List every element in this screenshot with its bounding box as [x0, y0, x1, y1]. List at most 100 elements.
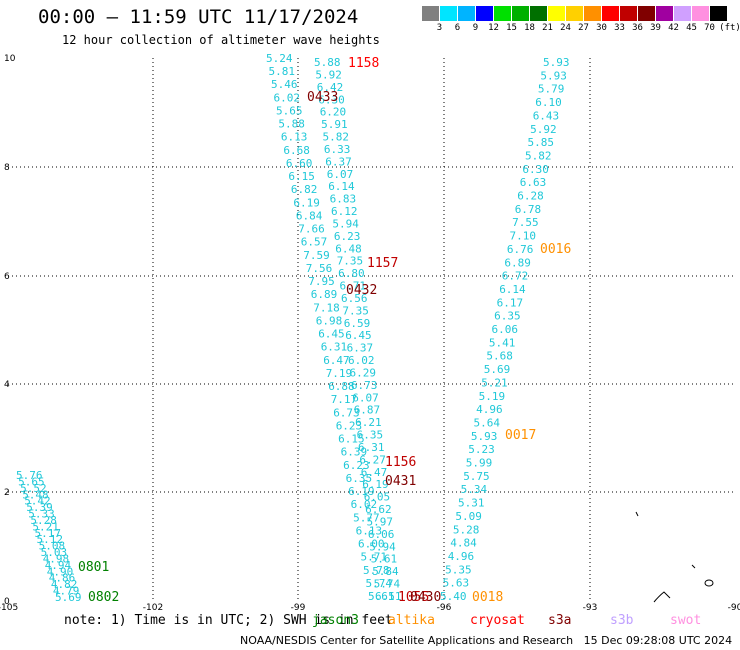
footer-credit: NOAA/NESDIS Center for Satellite Applica… [240, 634, 733, 647]
footer-notes: note: 1) Time is in UTC; 2) SWH is in fe… [64, 613, 393, 628]
track-a-value: 6.13 [281, 131, 308, 144]
track-a-value: 6.19 [293, 196, 320, 209]
track-d-value: 5.28 [30, 514, 57, 527]
track-d-value: 4.82 [51, 578, 78, 591]
track-c-value: 6.30 [522, 163, 549, 176]
track-d-value: 5.33 [28, 508, 55, 521]
track-a-value: 6.19 [348, 485, 375, 498]
track-b-value: 6.27 [359, 453, 386, 466]
colorbar-swatch [440, 6, 457, 21]
track-c-value: 6.43 [533, 109, 560, 122]
track-c-value: 6.14 [499, 283, 526, 296]
track-a-value: 5.78 [363, 564, 390, 577]
track-c-value: 5.64 [474, 417, 501, 430]
pass-time-1055: 1055 [398, 590, 429, 605]
track-b-value: 6.33 [324, 143, 351, 156]
x-tick-label: -96 [437, 603, 452, 613]
colorbar-tick: 45 [686, 23, 697, 33]
track-b-value: 6.73 [351, 379, 378, 392]
track-c-value: 6.78 [515, 203, 542, 216]
track-a-value: 5.61 [368, 590, 395, 603]
track-b-value: 6.71 [340, 280, 367, 293]
colorbar-tick: 3 [436, 23, 443, 33]
colorbar-tick: 33 [614, 23, 625, 33]
coastline-island [704, 579, 714, 587]
track-b-value: 6.02 [348, 354, 375, 367]
track-c-value: 5.92 [530, 123, 557, 136]
colorbar-tick: 15 [506, 23, 517, 33]
track-c-value: 5.82 [525, 149, 552, 162]
track-d-value: 4.98 [43, 553, 69, 566]
track-a-value: 5.81 [269, 65, 296, 78]
track-c-value: 5.69 [484, 363, 511, 376]
track-c-value: 6.63 [520, 176, 547, 189]
track-b-value: 6.42 [317, 81, 344, 94]
track-b-value: 5.91 [321, 118, 348, 131]
map-title: 00:00 – 11:59 UTC 11/17/2024 [38, 6, 359, 28]
track-c-value: 6.72 [502, 270, 529, 283]
map-subtitle: 12 hour collection of altimeter wave hei… [62, 33, 380, 47]
track-b-value: 6.12 [331, 205, 358, 218]
coastline [635, 511, 714, 603]
track-d-value: 5.52 [20, 482, 46, 495]
track-b-value: 6.83 [330, 193, 357, 206]
colorbar-swatch [602, 6, 619, 21]
coastline-segment [635, 511, 639, 517]
y-tick-label: 6 [4, 272, 10, 282]
track-b-value: 6.35 [357, 429, 384, 442]
colorbar-tick: 39 [650, 23, 661, 33]
track-d-value: 5.42 [24, 495, 51, 508]
track-d-value: 5.21 [32, 520, 59, 533]
track-b-value: 5.94 [332, 217, 359, 230]
track-a-value: 6.13 [356, 524, 383, 537]
track-b-value: 6.48 [335, 242, 362, 255]
y-tick-label: 10 [4, 54, 16, 64]
track-c-value: 5.31 [458, 497, 485, 510]
track-a-value: 7.18 [313, 301, 340, 314]
wave-tracks: 5.245.815.466.025.655.886.136.686.606.15… [16, 52, 570, 604]
track-c-value: 5.93 [471, 430, 498, 443]
track-c-value: 6.28 [517, 190, 544, 203]
track-b-value: 6.05 [364, 491, 391, 504]
pass-time-0016: 0016 [540, 242, 571, 257]
y-tick-label: 0 [4, 597, 10, 607]
track-b-value: 6.37 [347, 342, 374, 355]
colorbar-swatch [422, 6, 439, 21]
track-b-value: 6.47 [361, 466, 388, 479]
colorbar-tick: 24 [560, 23, 571, 33]
track-c-value: 5.41 [489, 336, 516, 349]
pass-time-1156: 1156 [385, 455, 416, 470]
pass-time-0433: 0433 [307, 90, 338, 105]
track-a-value: 7.17 [331, 393, 358, 406]
track-d-value: 5.65 [18, 475, 44, 488]
track-b-value: 5.92 [315, 68, 342, 81]
track-b-value: 6.56 [341, 292, 368, 305]
track-b-value: 7.35 [337, 255, 364, 268]
track-b-value: 6.07 [327, 168, 354, 181]
colorbar-tick: 70 [704, 23, 715, 33]
track-d-value: 4.94 [45, 559, 72, 572]
track-c-value: 4.96 [476, 403, 503, 416]
track-d-value: 4.90 [47, 565, 74, 578]
pass-time-0018: 0018 [472, 590, 503, 605]
satellite-legend-altika: altika [388, 613, 435, 628]
track-a-value: 6.23 [343, 459, 370, 472]
track-a-value: 6.23 [336, 419, 363, 432]
y-tick-label: 4 [4, 380, 10, 390]
track-c-value: 5.21 [481, 376, 508, 389]
track-b-value: 6.21 [355, 416, 382, 429]
track-c-value: 5.40 [440, 590, 467, 603]
track-a-value: 7.66 [298, 223, 325, 236]
track-d-value: 5.76 [16, 469, 43, 482]
track-c-value: 5.35 [445, 563, 472, 576]
track-c-value: 6.35 [494, 310, 520, 323]
satellite-legend-s3b: s3b [610, 613, 634, 628]
colorbar-swatch [494, 6, 511, 21]
pass-time-1158: 1158 [348, 56, 379, 71]
track-c-value: 5.85 [528, 136, 555, 149]
track-b-value: 5.97 [367, 516, 394, 529]
track-b-value: 5.94 [369, 540, 396, 553]
track-c-value: 5.68 [486, 350, 513, 363]
track-a-value: 5.24 [266, 52, 293, 65]
